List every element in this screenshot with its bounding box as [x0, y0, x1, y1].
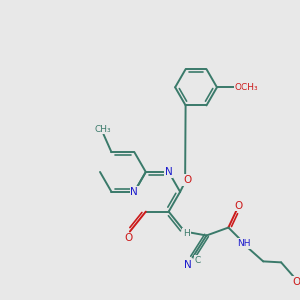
- Text: N: N: [184, 260, 191, 270]
- Text: NH: NH: [238, 239, 251, 248]
- Text: CH₃: CH₃: [94, 125, 111, 134]
- Text: O: O: [183, 175, 191, 185]
- Text: O: O: [292, 277, 300, 287]
- Text: O: O: [234, 201, 242, 211]
- Text: N: N: [130, 187, 138, 197]
- Text: OCH₃: OCH₃: [235, 83, 259, 92]
- Text: N: N: [165, 167, 172, 177]
- Text: O: O: [125, 233, 133, 244]
- Text: C: C: [194, 256, 201, 265]
- Text: H: H: [183, 229, 190, 238]
